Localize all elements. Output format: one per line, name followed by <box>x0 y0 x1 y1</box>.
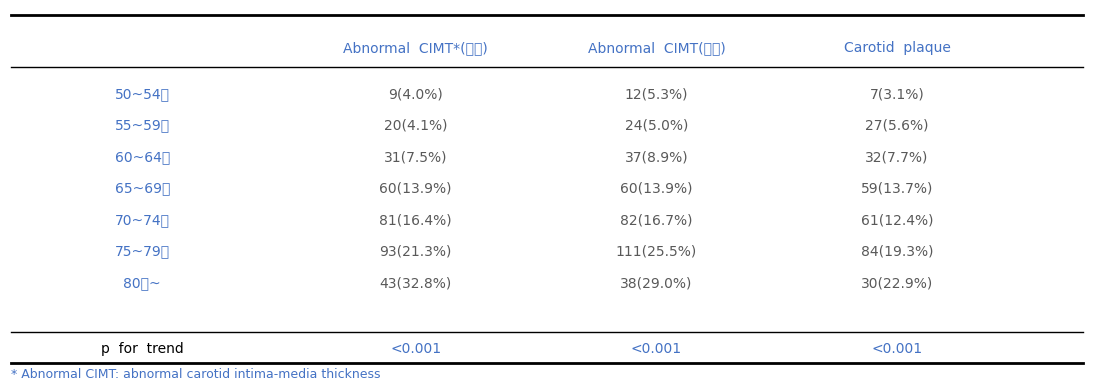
Text: 43(32.8%): 43(32.8%) <box>380 276 452 290</box>
Text: 37(8.9%): 37(8.9%) <box>625 150 688 164</box>
Text: 60~64세: 60~64세 <box>115 150 170 164</box>
Text: 60(13.9%): 60(13.9%) <box>380 182 452 195</box>
Text: 70~74세: 70~74세 <box>115 213 170 227</box>
Text: p  for  trend: p for trend <box>101 343 184 356</box>
Text: 75~79세: 75~79세 <box>115 245 170 258</box>
Text: 27(5.6%): 27(5.6%) <box>865 119 929 132</box>
Text: 93(21.3%): 93(21.3%) <box>380 245 452 258</box>
Text: 81(16.4%): 81(16.4%) <box>380 213 452 227</box>
Text: 61(12.4%): 61(12.4%) <box>861 213 933 227</box>
Text: 82(16.7%): 82(16.7%) <box>620 213 693 227</box>
Text: * Abnormal CIMT: abnormal carotid intima-media thickness: * Abnormal CIMT: abnormal carotid intima… <box>11 368 381 381</box>
Text: 24(5.0%): 24(5.0%) <box>625 119 688 132</box>
Text: 60(13.9%): 60(13.9%) <box>620 182 693 195</box>
Text: 65~69세: 65~69세 <box>115 182 170 195</box>
Text: 38(29.0%): 38(29.0%) <box>620 276 693 290</box>
Text: 31(7.5%): 31(7.5%) <box>384 150 447 164</box>
Text: 12(5.3%): 12(5.3%) <box>625 87 688 101</box>
Text: 9(4.0%): 9(4.0%) <box>388 87 443 101</box>
Text: 50~54세: 50~54세 <box>115 87 170 101</box>
Text: 55~59세: 55~59세 <box>115 119 170 132</box>
Text: <0.001: <0.001 <box>391 343 441 356</box>
Text: 84(19.3%): 84(19.3%) <box>861 245 933 258</box>
Text: 32(7.7%): 32(7.7%) <box>865 150 929 164</box>
Text: Carotid  plaque: Carotid plaque <box>843 41 951 55</box>
Text: 20(4.1%): 20(4.1%) <box>384 119 447 132</box>
Text: <0.001: <0.001 <box>631 343 682 356</box>
Text: 7(3.1%): 7(3.1%) <box>870 87 924 101</box>
Text: 111(25.5%): 111(25.5%) <box>616 245 697 258</box>
Text: <0.001: <0.001 <box>872 343 922 356</box>
Text: 30(22.9%): 30(22.9%) <box>861 276 933 290</box>
Text: 59(13.7%): 59(13.7%) <box>861 182 933 195</box>
Text: 80세~: 80세~ <box>124 276 161 290</box>
Text: Abnormal  CIMT*(우측): Abnormal CIMT*(우측) <box>344 41 488 55</box>
Text: Abnormal  CIMT(좌측): Abnormal CIMT(좌측) <box>587 41 725 55</box>
